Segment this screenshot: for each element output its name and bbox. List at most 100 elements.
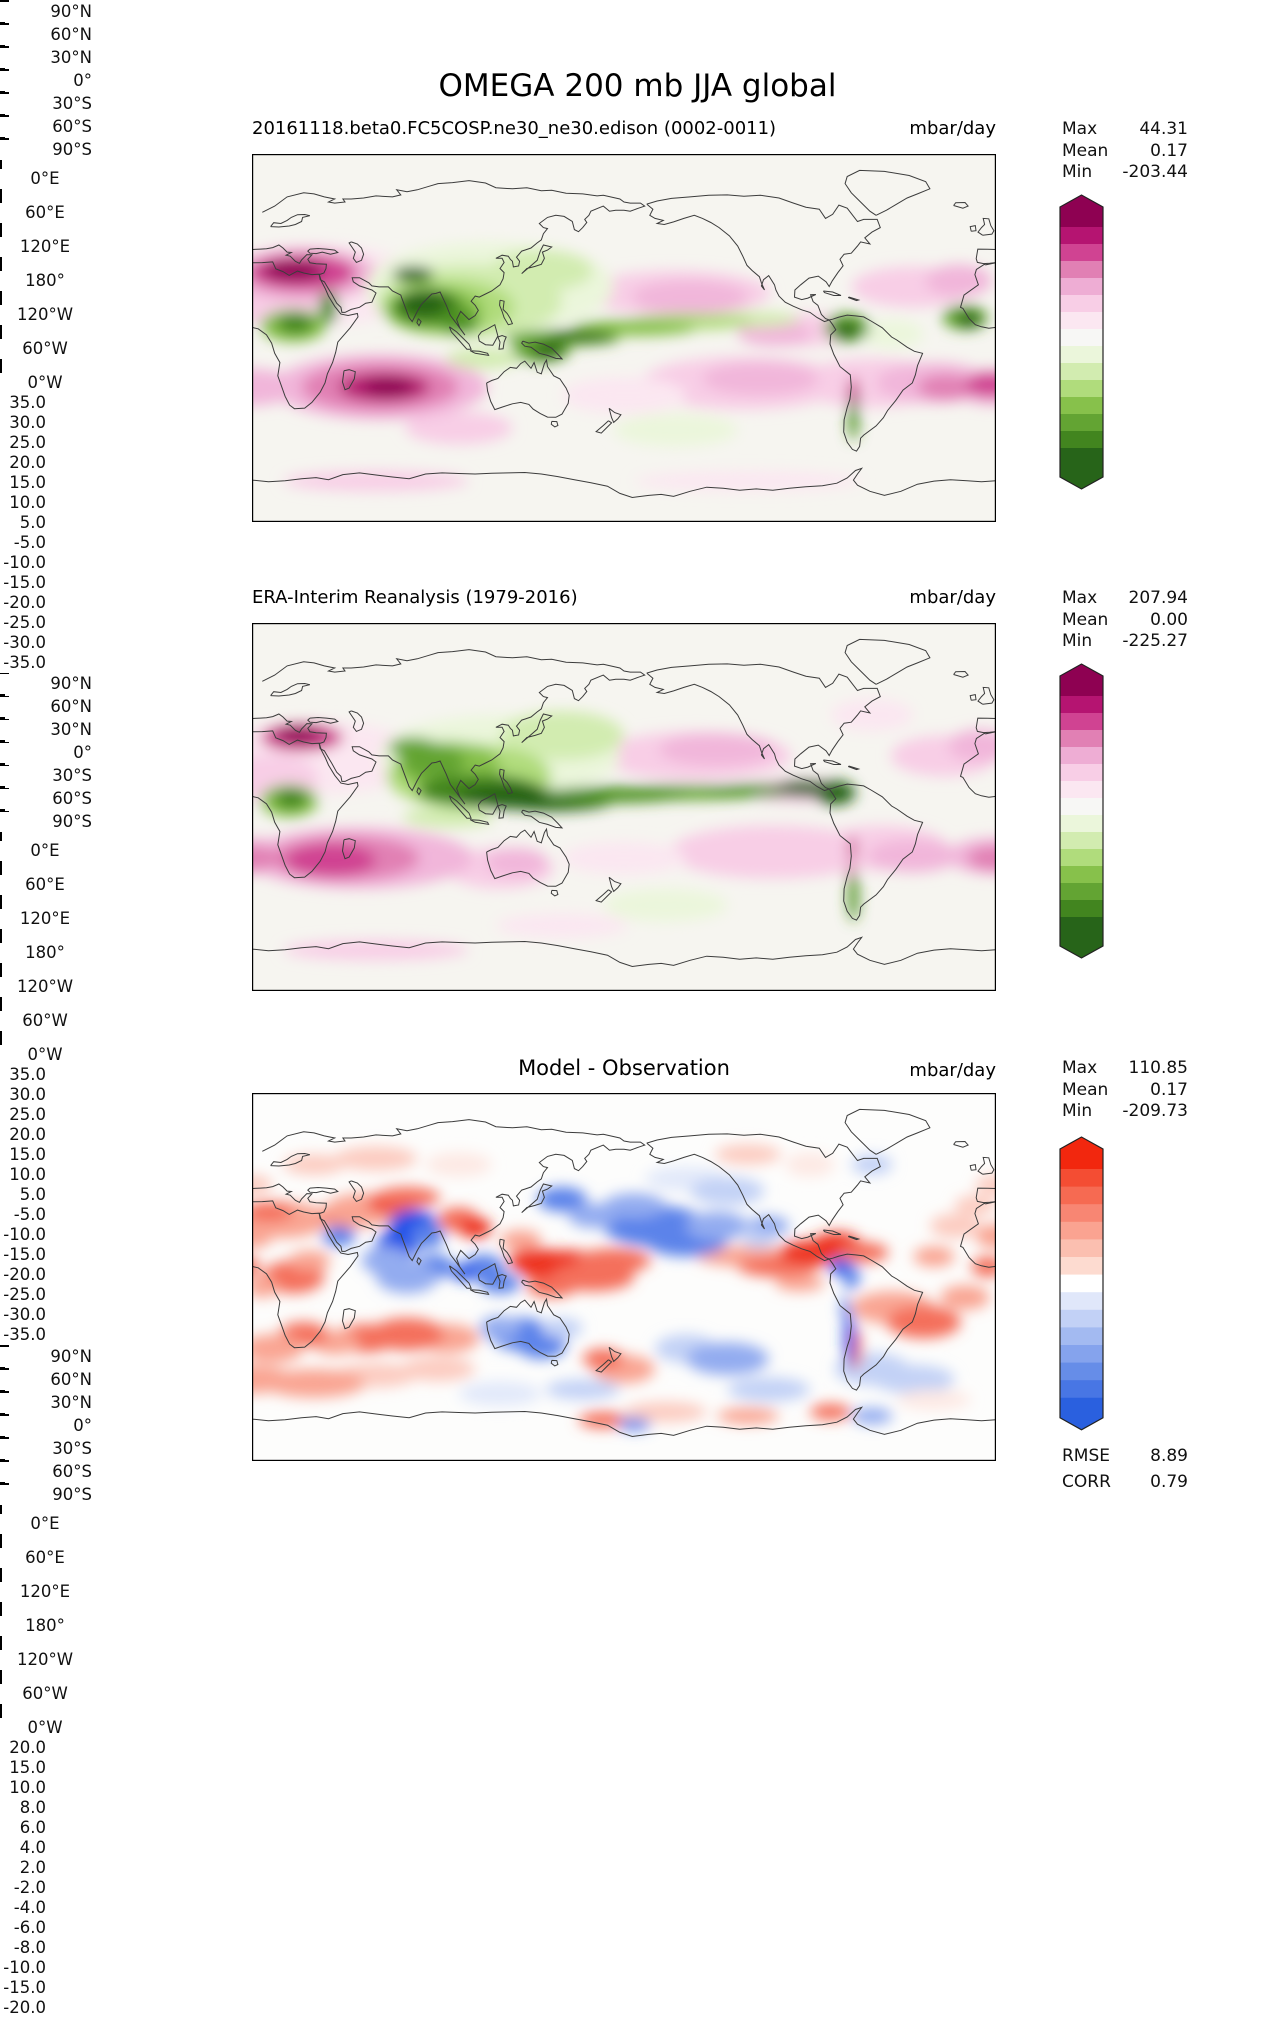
corr-label: CORR [1062,1472,1111,1492]
units-label: mbar/day [909,1060,996,1081]
panel-title: 20161118.beta0.FC5COSP.ne30_ne30.edison … [252,118,777,139]
colorbar-tick-label: 25.0 [9,432,46,452]
coastline [975,717,996,734]
colorbar-tick-label: -20.0 [3,1997,46,2017]
lat-tick-label: 0° [73,743,92,762]
lat-tick-mark [0,1437,9,1439]
lon-tick-mark [0,1002,2,1011]
lat-tick-label: 60°N [50,1369,92,1389]
lon-minor-tick-mark [0,256,2,262]
lat-tick-mark [0,764,9,766]
lon-tick-label: 0°E [30,841,60,860]
stat-max-label: Max [1062,119,1098,139]
lon-minor-tick-mark [0,1031,2,1036]
lat-minor-tick-mark [0,717,5,719]
coastline [822,290,842,296]
lon-tick-label: 0°E [30,168,60,188]
colorbar-tick-label: 20.0 [9,1125,46,1144]
lat-tick-mark [0,787,9,789]
coastline [975,1187,996,1204]
corr-row: CORR 0.79 [1062,1469,1188,1495]
coastline [348,1180,365,1203]
coastline [521,809,564,829]
lat-minor-tick-mark [0,1458,5,1460]
coastline [848,765,861,771]
coastline [550,420,559,428]
lat-tick-mark [0,69,9,71]
stat-max-value: 110.85 [1128,1058,1188,1078]
lon-tick-mark [0,1708,2,1718]
lon-tick-mark [0,1036,2,1045]
coastline [270,682,311,697]
lon-tick-mark [0,1538,2,1548]
lat-minor-tick-mark [0,1435,5,1437]
lat-minor-tick-mark [0,21,5,23]
lat-minor-tick-mark [0,67,5,69]
stat-min-value: -225.27 [1122,631,1188,651]
lon-minor-tick-mark [0,861,2,866]
lat-tick-label: 30°S [52,93,92,113]
coastline [469,819,490,826]
lat-tick-mark [0,115,9,117]
lat-tick-label: 90°N [50,1,92,21]
lat-tick-label: 60°N [50,697,92,716]
stat-mean-value: 0.17 [1150,140,1188,161]
lon-tick-mark [0,832,2,841]
lon-tick-label: 0°E [30,1513,60,1533]
stat-min-row: Min -209.73 [1062,1101,1188,1123]
coastline [477,792,499,815]
lat-tick-mark [0,1391,9,1393]
coastline [448,795,472,819]
lat-minor-tick-mark [0,1389,5,1391]
stat-max-row: Max 110.85 [1062,1058,1188,1080]
stat-mean-label: Mean [1062,609,1109,630]
coastline [497,1273,507,1289]
colorbar-tick-label: 20.0 [9,452,46,472]
coastline [416,787,422,796]
coastline [953,670,969,678]
map-canvas-model [252,154,996,522]
units-label: mbar/day [909,587,996,608]
lat-tick-mark [0,718,9,720]
stat-min-value: -203.44 [1122,162,1188,182]
coastline [486,1297,570,1357]
colorbar-tick-label: 8.0 [19,1797,46,1817]
coastline [307,247,339,255]
lon-tick-label: 60°E [25,1547,65,1567]
colorbar-tick-label: 2.0 [19,1857,46,1877]
lat-tick-mark [0,1368,9,1370]
coastline [499,768,514,795]
colorbar-tick-label: 30.0 [9,412,46,432]
lat-tick-mark [0,1460,9,1462]
lon-tick-mark [0,295,2,305]
coastline [252,180,646,336]
stat-max-label: Max [1062,588,1098,608]
lat-tick-mark [0,1483,9,1485]
colorbar-difference [1059,1136,1104,1431]
coastline [646,1133,924,1391]
coastline [252,730,359,879]
units-label: mbar/day [909,118,996,139]
coastline [959,731,996,798]
colorbar-tick-label: -10.0 [3,1225,46,1244]
lon-tick-mark [0,866,2,875]
colorbar-tick-label: -20.0 [3,592,46,612]
rmse-label: RMSE [1062,1446,1111,1466]
score-block: RMSE 8.89 CORR 0.79 [1062,1443,1188,1495]
coastline [307,1186,339,1194]
stat-mean-row: Mean 0.00 [1062,610,1188,632]
stat-mean-row: Mean 0.17 [1062,1080,1188,1102]
lon-minor-tick-mark [0,324,2,330]
coastline [608,407,622,424]
stats-block: Max 207.94 Mean 0.00 Min -225.27 [1062,588,1188,653]
lat-tick-label: 30°S [52,766,92,785]
stat-min-row: Min -203.44 [1062,162,1188,184]
lat-tick-mark [0,0,9,2]
lon-tick-mark [0,934,2,943]
lat-tick-label: 60°S [52,1461,92,1481]
coastline [497,803,507,819]
stat-mean-value: 0.17 [1150,1079,1188,1100]
lat-minor-tick-mark [0,694,5,696]
coastline [270,1152,311,1167]
lon-minor-tick-mark [0,188,2,194]
